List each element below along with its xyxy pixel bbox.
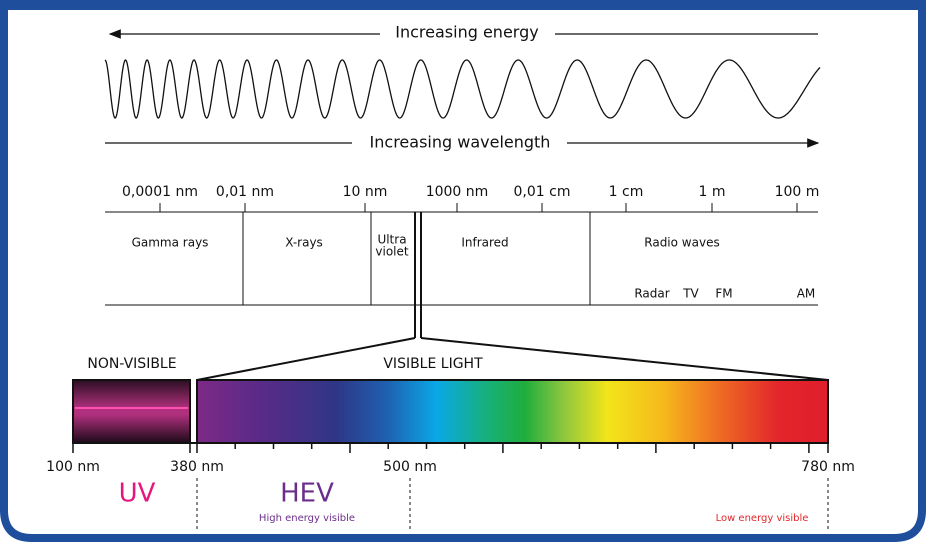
scale-label: 1000 nm xyxy=(426,184,489,200)
energy-label: Increasing energy xyxy=(395,23,538,42)
hev-label: HEV xyxy=(280,479,334,509)
section-label: NON-VISIBLE xyxy=(87,356,176,372)
scale-label: 100 m xyxy=(775,184,820,200)
scale-label: 0,01 nm xyxy=(216,184,274,200)
wave xyxy=(104,59,821,119)
radio-band: Radar xyxy=(634,287,669,301)
region: Radio waves xyxy=(644,236,719,250)
wavelength-tick: 500 nm xyxy=(383,459,437,475)
scale-label: 0,0001 nm xyxy=(122,184,198,200)
non-visible-box xyxy=(72,379,191,444)
scale-label: 0,01 cm xyxy=(514,184,571,200)
zoom-line xyxy=(420,337,829,381)
wavelength-tick: 100 nm xyxy=(46,459,100,475)
wavelength-tick: 780 nm xyxy=(801,459,855,475)
region: Gamma rays xyxy=(132,236,209,250)
top-band xyxy=(0,0,926,10)
low-note: Low energy visible xyxy=(716,513,809,524)
wavelength-label: Increasing wavelength xyxy=(370,133,551,152)
scale: 0,0001 nm 0,01 nm 10 nm 1000 nm 0,01 cm 1 cm 1… xyxy=(122,184,819,212)
scale-label: 1 cm xyxy=(609,184,644,200)
scale-label: 1 m xyxy=(699,184,726,200)
hev-note: High energy visible xyxy=(259,513,355,524)
zoom-line xyxy=(196,337,416,381)
region: violet xyxy=(375,245,408,259)
radio-band: AM xyxy=(797,287,816,301)
scale-label: 10 nm xyxy=(343,184,388,200)
wavelength-tick: 380 nm xyxy=(170,459,224,475)
region: Ultra xyxy=(377,233,406,247)
visible-spectrum xyxy=(196,379,829,444)
region: Infrared xyxy=(461,236,508,250)
uv-label: UV xyxy=(119,479,156,509)
radio-band: TV xyxy=(682,287,699,301)
region: X-rays xyxy=(285,236,323,250)
radio-band: FM xyxy=(715,287,732,301)
section-label: VISIBLE LIGHT xyxy=(383,356,483,372)
ticks xyxy=(72,443,829,453)
